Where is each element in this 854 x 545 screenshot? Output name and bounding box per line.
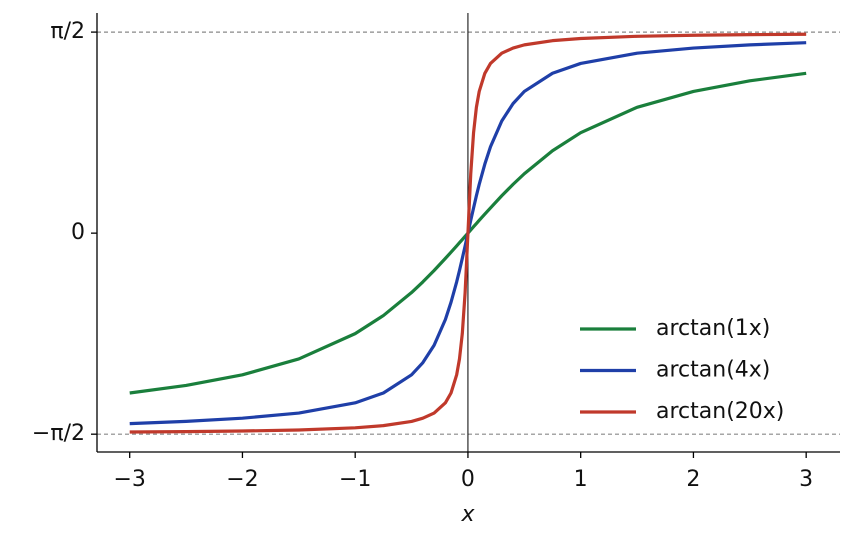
legend-label: arctan(4x) bbox=[656, 358, 770, 383]
x-axis-label: x bbox=[460, 502, 475, 527]
x-tick-label: 1 bbox=[574, 467, 588, 492]
x-tick-label: −2 bbox=[226, 467, 258, 492]
x-tick-label: 0 bbox=[461, 467, 475, 492]
x-tick-label: 2 bbox=[686, 467, 700, 492]
line bbox=[129, 32, 807, 434]
y-tick-label: π/2 bbox=[50, 19, 85, 44]
x-tick-label: −3 bbox=[113, 467, 145, 492]
legend-label: arctan(20x) bbox=[656, 399, 784, 424]
x-tick-label: 3 bbox=[799, 467, 813, 492]
legend-label: arctan(1x) bbox=[656, 316, 770, 341]
x-tick-label: −1 bbox=[339, 467, 371, 492]
y-tick-label: 0 bbox=[71, 220, 85, 245]
y-tick-label: −π/2 bbox=[32, 421, 85, 446]
